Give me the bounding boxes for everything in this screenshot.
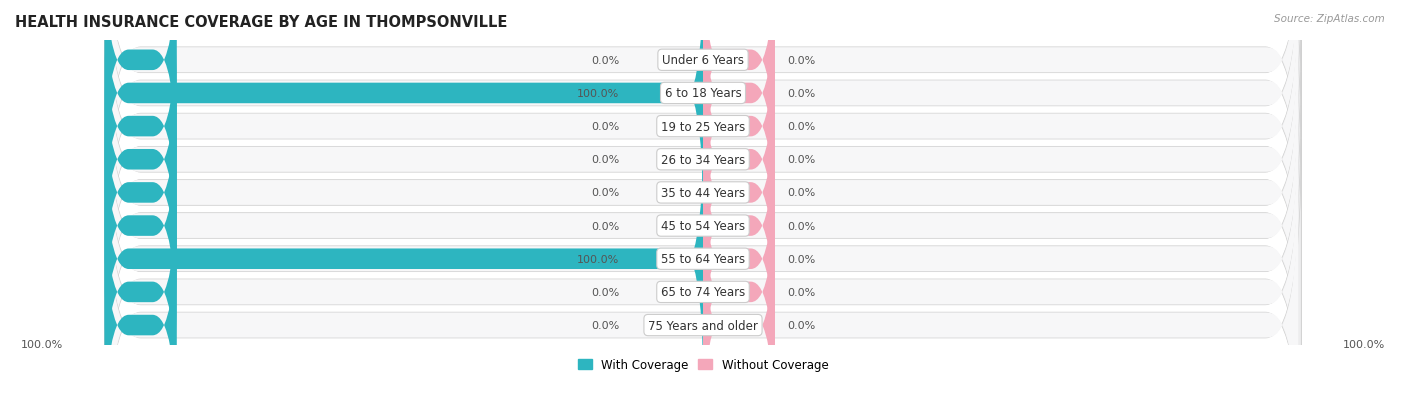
- Text: 0.0%: 0.0%: [787, 155, 815, 165]
- FancyBboxPatch shape: [703, 137, 775, 381]
- FancyBboxPatch shape: [108, 139, 1298, 413]
- FancyBboxPatch shape: [703, 104, 775, 348]
- Text: 0.0%: 0.0%: [787, 254, 815, 264]
- FancyBboxPatch shape: [703, 170, 775, 413]
- Text: 100.0%: 100.0%: [576, 254, 619, 264]
- FancyBboxPatch shape: [104, 140, 1302, 413]
- Text: 0.0%: 0.0%: [591, 155, 619, 165]
- Text: 0.0%: 0.0%: [787, 56, 815, 66]
- FancyBboxPatch shape: [703, 5, 775, 249]
- FancyBboxPatch shape: [104, 137, 703, 381]
- Text: 19 to 25 Years: 19 to 25 Years: [661, 120, 745, 133]
- Text: 0.0%: 0.0%: [591, 287, 619, 297]
- Legend: With Coverage, Without Coverage: With Coverage, Without Coverage: [572, 354, 834, 376]
- Text: 0.0%: 0.0%: [787, 320, 815, 330]
- Text: 100.0%: 100.0%: [576, 89, 619, 99]
- Text: HEALTH INSURANCE COVERAGE BY AGE IN THOMPSONVILLE: HEALTH INSURANCE COVERAGE BY AGE IN THOM…: [15, 15, 508, 30]
- FancyBboxPatch shape: [104, 0, 177, 183]
- Text: 65 to 74 Years: 65 to 74 Years: [661, 286, 745, 299]
- Text: 0.0%: 0.0%: [591, 122, 619, 132]
- Text: 35 to 44 Years: 35 to 44 Years: [661, 186, 745, 199]
- FancyBboxPatch shape: [104, 0, 703, 216]
- FancyBboxPatch shape: [108, 0, 1298, 280]
- FancyBboxPatch shape: [104, 74, 1302, 413]
- FancyBboxPatch shape: [104, 170, 177, 413]
- Text: 0.0%: 0.0%: [787, 287, 815, 297]
- FancyBboxPatch shape: [108, 7, 1298, 313]
- Text: 0.0%: 0.0%: [787, 221, 815, 231]
- Text: 0.0%: 0.0%: [591, 221, 619, 231]
- FancyBboxPatch shape: [108, 106, 1298, 412]
- FancyBboxPatch shape: [703, 203, 775, 413]
- Text: 100.0%: 100.0%: [21, 339, 63, 349]
- FancyBboxPatch shape: [703, 0, 775, 216]
- Text: 0.0%: 0.0%: [787, 188, 815, 198]
- FancyBboxPatch shape: [104, 38, 177, 282]
- Text: Source: ZipAtlas.com: Source: ZipAtlas.com: [1274, 14, 1385, 24]
- FancyBboxPatch shape: [104, 104, 177, 348]
- FancyBboxPatch shape: [108, 40, 1298, 346]
- FancyBboxPatch shape: [108, 73, 1298, 379]
- FancyBboxPatch shape: [104, 203, 177, 413]
- Text: 0.0%: 0.0%: [591, 188, 619, 198]
- FancyBboxPatch shape: [104, 5, 177, 249]
- Text: 26 to 34 Years: 26 to 34 Years: [661, 153, 745, 166]
- FancyBboxPatch shape: [108, 0, 1298, 214]
- FancyBboxPatch shape: [104, 40, 1302, 412]
- FancyBboxPatch shape: [104, 0, 1302, 312]
- FancyBboxPatch shape: [703, 0, 775, 183]
- FancyBboxPatch shape: [108, 172, 1298, 413]
- Text: 6 to 18 Years: 6 to 18 Years: [665, 87, 741, 100]
- Text: 0.0%: 0.0%: [591, 56, 619, 66]
- FancyBboxPatch shape: [104, 71, 177, 315]
- Text: 100.0%: 100.0%: [1343, 339, 1385, 349]
- Text: Under 6 Years: Under 6 Years: [662, 54, 744, 67]
- FancyBboxPatch shape: [703, 71, 775, 315]
- FancyBboxPatch shape: [104, 0, 1302, 246]
- FancyBboxPatch shape: [104, 0, 1302, 279]
- FancyBboxPatch shape: [104, 7, 1302, 379]
- FancyBboxPatch shape: [104, 0, 1302, 345]
- Text: 45 to 54 Years: 45 to 54 Years: [661, 220, 745, 233]
- FancyBboxPatch shape: [104, 107, 1302, 413]
- Text: 0.0%: 0.0%: [591, 320, 619, 330]
- Text: 0.0%: 0.0%: [787, 122, 815, 132]
- FancyBboxPatch shape: [108, 0, 1298, 247]
- FancyBboxPatch shape: [703, 38, 775, 282]
- Text: 55 to 64 Years: 55 to 64 Years: [661, 253, 745, 266]
- Text: 75 Years and older: 75 Years and older: [648, 319, 758, 332]
- Text: 0.0%: 0.0%: [787, 89, 815, 99]
